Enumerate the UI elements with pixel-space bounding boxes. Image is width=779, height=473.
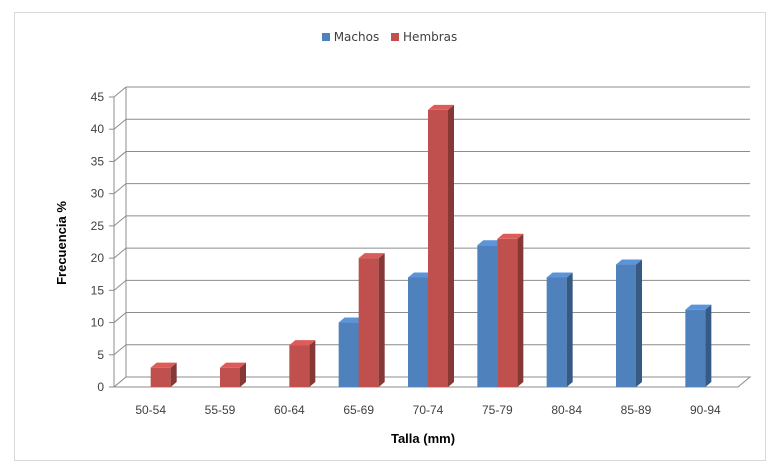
bar-layer — [150, 104, 712, 387]
bar-front — [289, 345, 310, 387]
bar-top — [358, 253, 385, 259]
legend: Machos Hembras — [0, 30, 779, 44]
gridline-side — [113, 215, 127, 227]
gridline-side — [113, 279, 127, 291]
x-tick-label: 90-94 — [690, 403, 721, 417]
bar-front — [497, 238, 518, 387]
bar-front — [546, 277, 567, 387]
x-axis-label: Talla (mm) — [391, 431, 455, 446]
bar-top — [497, 233, 524, 239]
x-tick-label: 50-54 — [135, 403, 166, 417]
y-tick-label: 40 — [91, 122, 105, 136]
bar-side — [448, 104, 454, 387]
bar-top — [477, 240, 504, 246]
bar-hembras-55-59 — [220, 362, 246, 387]
bar-front — [685, 309, 706, 387]
legend-label-machos: Machos — [333, 30, 380, 44]
y-tick-label: 30 — [91, 187, 105, 201]
y-tick-label: 10 — [91, 316, 105, 330]
bar-front — [358, 258, 379, 387]
bar-front — [477, 245, 498, 387]
y-axis-label: Frecuencia % — [54, 201, 69, 285]
bar-side — [240, 362, 246, 387]
bar-side — [566, 272, 573, 387]
x-tick-label: 55-59 — [205, 403, 236, 417]
bar-top — [685, 304, 712, 310]
x-tick-label: 60-64 — [274, 403, 305, 417]
gridline-side — [113, 183, 127, 195]
bar-hembras-50-54 — [150, 362, 177, 387]
bar-top — [220, 362, 246, 368]
bar-machos-85-89 — [616, 259, 642, 387]
x-tick-label: 85-89 — [621, 403, 652, 417]
bar-hembras-65-69 — [358, 253, 385, 387]
bar-top — [150, 362, 177, 368]
gridline-side — [113, 247, 127, 259]
bar-top — [408, 272, 434, 278]
bar-top — [428, 104, 454, 110]
legend-item-machos: Machos — [321, 30, 380, 44]
bar-top — [546, 272, 573, 278]
y-tick-label: 25 — [91, 219, 105, 233]
bar-front — [220, 367, 240, 387]
legend-item-hembras: Hembras — [391, 30, 457, 44]
bar-top — [616, 259, 642, 265]
gridline-side — [113, 86, 127, 98]
legend-label-hembras: Hembras — [403, 30, 458, 44]
legend-swatch-machos — [321, 33, 330, 41]
gridline-side — [113, 151, 127, 162]
y-tick-label: 5 — [97, 348, 104, 362]
y-tick-label: 35 — [91, 154, 105, 168]
bar-side — [705, 304, 712, 387]
y-tick-label: 45 — [91, 90, 105, 104]
bar-front — [616, 264, 636, 387]
legend-swatch-hembras — [391, 33, 400, 41]
axis-layer: 0 5 10 15 20 25 30 35 40 45 50-54 55-59 60-64 65-69 70… — [91, 90, 721, 417]
bar-front — [150, 367, 171, 387]
y-tick-label: 15 — [91, 283, 105, 297]
x-tick-label: 70-74 — [413, 403, 444, 417]
bar-side — [309, 340, 316, 387]
bar-side — [517, 233, 524, 387]
y-tick-label: 0 — [97, 380, 104, 394]
x-tick-label: 75-79 — [482, 403, 513, 417]
bar-machos-90-94 — [685, 304, 712, 387]
bar-hembras-75-79 — [497, 233, 524, 387]
bar-hembras-60-64 — [289, 340, 316, 387]
gridline-side — [113, 118, 127, 130]
bar-front — [408, 277, 428, 387]
bar-side — [636, 259, 642, 387]
bar-top — [338, 317, 365, 323]
bar-top — [289, 340, 316, 346]
bar-side — [378, 253, 385, 387]
x-tick-label: 80-84 — [551, 403, 582, 417]
bar-front — [338, 322, 359, 387]
bar-machos-80-84 — [546, 272, 573, 387]
y-tick-label: 20 — [91, 251, 105, 265]
bar-side — [170, 362, 177, 387]
bar-hembras-70-74 — [428, 104, 454, 387]
gridline-side — [113, 312, 127, 323]
gridline-side — [113, 344, 127, 356]
x-tick-label: 65-69 — [343, 403, 374, 417]
bar-front — [428, 109, 448, 387]
